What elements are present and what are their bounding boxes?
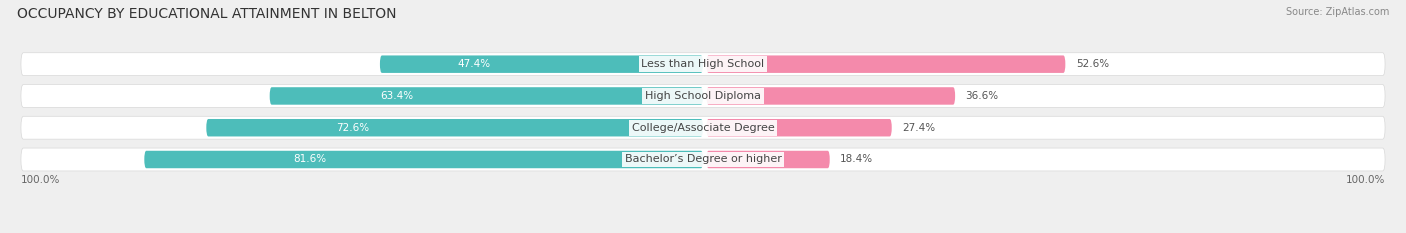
- FancyBboxPatch shape: [21, 116, 1385, 139]
- FancyBboxPatch shape: [21, 85, 1385, 107]
- FancyBboxPatch shape: [270, 87, 703, 105]
- Text: 27.4%: 27.4%: [903, 123, 935, 133]
- Text: Source: ZipAtlas.com: Source: ZipAtlas.com: [1285, 7, 1389, 17]
- FancyBboxPatch shape: [706, 87, 955, 105]
- FancyBboxPatch shape: [706, 151, 830, 168]
- FancyBboxPatch shape: [145, 151, 703, 168]
- Text: Less than High School: Less than High School: [641, 59, 765, 69]
- Text: 100.0%: 100.0%: [1346, 175, 1385, 185]
- FancyBboxPatch shape: [207, 119, 703, 137]
- FancyBboxPatch shape: [706, 119, 891, 137]
- FancyBboxPatch shape: [21, 148, 1385, 171]
- FancyBboxPatch shape: [706, 55, 1066, 73]
- Text: 47.4%: 47.4%: [458, 59, 491, 69]
- Text: 36.6%: 36.6%: [966, 91, 998, 101]
- Text: 72.6%: 72.6%: [336, 123, 370, 133]
- Text: OCCUPANCY BY EDUCATIONAL ATTAINMENT IN BELTON: OCCUPANCY BY EDUCATIONAL ATTAINMENT IN B…: [17, 7, 396, 21]
- Text: College/Associate Degree: College/Associate Degree: [631, 123, 775, 133]
- Text: 100.0%: 100.0%: [21, 175, 60, 185]
- Text: 18.4%: 18.4%: [841, 154, 873, 164]
- Text: Bachelor’s Degree or higher: Bachelor’s Degree or higher: [624, 154, 782, 164]
- Text: 52.6%: 52.6%: [1076, 59, 1109, 69]
- Text: High School Diploma: High School Diploma: [645, 91, 761, 101]
- FancyBboxPatch shape: [21, 53, 1385, 76]
- Text: 81.6%: 81.6%: [292, 154, 326, 164]
- Text: 63.4%: 63.4%: [381, 91, 413, 101]
- FancyBboxPatch shape: [380, 55, 703, 73]
